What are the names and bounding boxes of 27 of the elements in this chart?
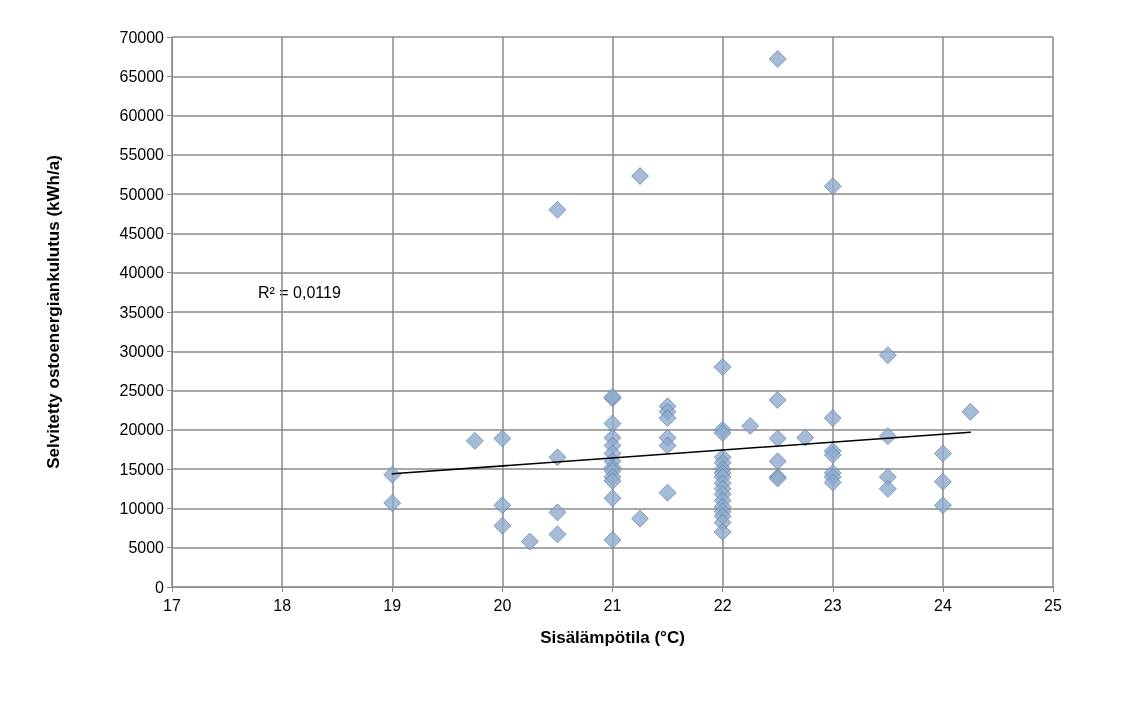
y-tick-label: 15000 [119, 460, 165, 478]
y-tick-label: 55000 [119, 146, 165, 164]
x-tick-label: 25 [1044, 596, 1062, 614]
y-axis-title: Selvitetty ostoenergiankulutus (kWh/a) [44, 155, 63, 469]
x-tick-label: 21 [603, 596, 622, 614]
y-tick-label: 10000 [119, 499, 165, 517]
x-tick-label: 17 [163, 596, 181, 614]
x-tick-label: 23 [823, 596, 842, 614]
y-tick-label: 50000 [119, 185, 165, 203]
x-axis-title: Sisälämpötila (°C) [540, 628, 685, 647]
y-tick-label: 35000 [119, 303, 165, 321]
y-tick-label: 0 [155, 578, 165, 596]
y-tick-label: 20000 [119, 421, 165, 439]
y-tick-label: 45000 [119, 224, 165, 242]
x-tick-label: 20 [493, 596, 512, 614]
y-tick-label: 25000 [119, 382, 165, 400]
x-tick-label: 18 [273, 596, 292, 614]
y-tick-label: 70000 [119, 28, 165, 46]
y-tick-label: 60000 [119, 107, 165, 125]
annotation: R² = 0,0119 [258, 283, 341, 301]
x-tick-label: 24 [933, 596, 952, 614]
y-tick-label: 5000 [128, 539, 165, 557]
x-tick-label: 19 [383, 596, 402, 614]
y-tick-label: 65000 [119, 67, 165, 85]
y-tick-label: 30000 [119, 342, 165, 360]
y-tick-label: 40000 [119, 264, 165, 282]
x-tick-label: 22 [713, 596, 732, 614]
